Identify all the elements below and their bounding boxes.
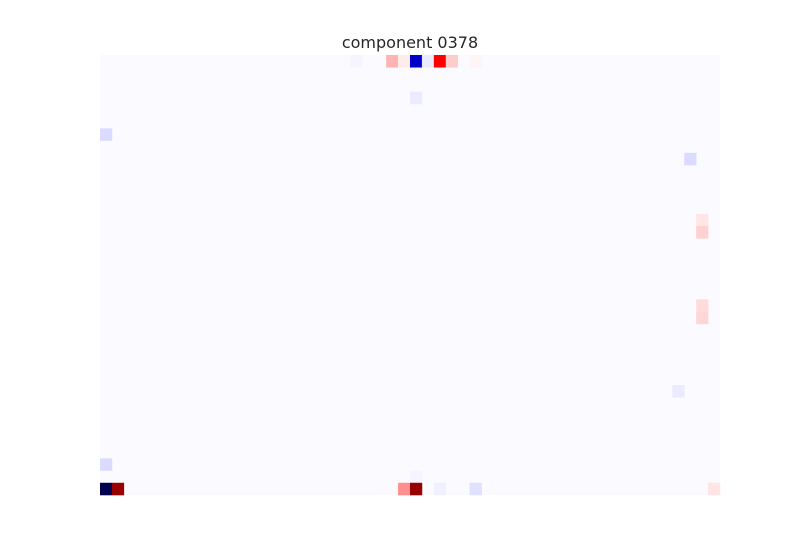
heatmap-cell [111, 482, 125, 496]
heatmap-cell [386, 55, 399, 68]
heatmap-cells [100, 55, 721, 496]
heatmap-background [100, 55, 720, 495]
heatmap-cell [469, 55, 482, 68]
heatmap-cell [445, 55, 458, 68]
chart-title: component 0378 [342, 33, 478, 52]
heatmap-cell [410, 470, 423, 484]
heatmap-cell [410, 55, 423, 68]
heatmap-cell [696, 299, 709, 312]
heatmap-cell [696, 226, 709, 239]
heatmap-cell [100, 458, 113, 471]
heatmap-cell [100, 128, 113, 141]
heatmap-cell [410, 482, 423, 496]
heatmap-cell [672, 385, 685, 398]
heatmap-cell [100, 482, 113, 496]
heatmap-cell [398, 482, 411, 496]
heatmap-cell [708, 482, 721, 496]
heatmap-cell [433, 55, 447, 68]
heatmap-cell [696, 311, 709, 325]
heatmap-cell [469, 482, 482, 496]
heatmap-cell [410, 91, 423, 105]
heatmap-cell [433, 482, 447, 496]
heatmap-cell [421, 55, 435, 68]
heatmap-cell [684, 152, 697, 166]
heatmap-cell [696, 213, 709, 227]
heatmap-cell [350, 55, 363, 68]
heatmap-cell [398, 55, 411, 68]
